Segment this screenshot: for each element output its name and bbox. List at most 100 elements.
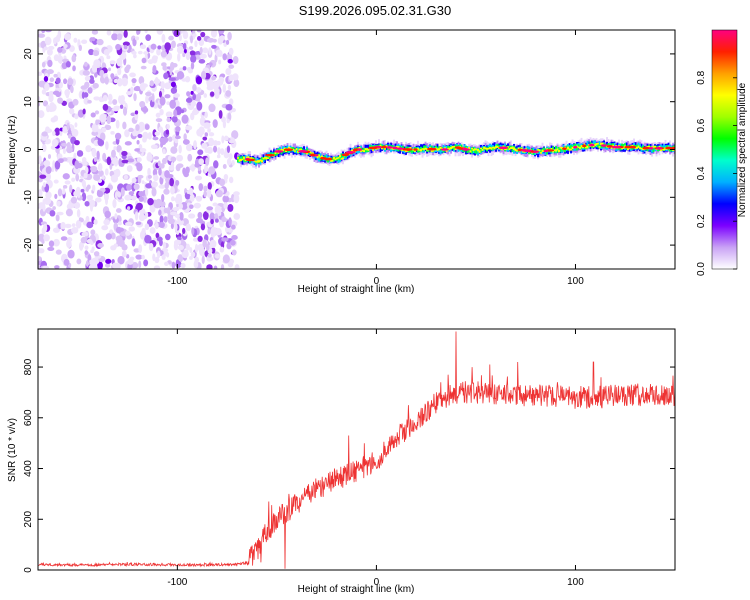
track-band xyxy=(411,149,413,153)
noise-blob xyxy=(117,227,125,232)
track-band xyxy=(630,146,632,151)
noise-blob xyxy=(152,65,157,74)
track-band xyxy=(430,145,433,150)
track-band xyxy=(430,149,433,152)
noise-blob xyxy=(175,126,181,133)
track-band xyxy=(438,146,440,151)
noise-blob xyxy=(151,93,155,103)
track-band xyxy=(286,145,289,151)
noise-blob xyxy=(202,47,209,54)
track-band xyxy=(445,145,448,150)
noise-blob xyxy=(88,48,95,56)
track-band xyxy=(385,145,388,148)
track-band xyxy=(612,144,614,148)
noise-blob xyxy=(44,82,50,92)
noise-blob xyxy=(120,94,125,102)
noise-blob xyxy=(114,168,121,178)
noise-blob xyxy=(156,236,163,242)
snr-x-label: Height of straight line (km) xyxy=(298,584,415,595)
noise-blob xyxy=(182,42,187,50)
track-band xyxy=(477,149,479,156)
noise-blob xyxy=(150,43,157,50)
track-band xyxy=(528,147,530,152)
noise-blob xyxy=(203,93,208,98)
track-band xyxy=(462,149,464,152)
noise-blob xyxy=(225,90,232,97)
noise-blob xyxy=(130,112,136,117)
noise-blob xyxy=(169,177,175,187)
noise-blob xyxy=(51,130,56,136)
noise-blob xyxy=(125,64,131,70)
noise-blob xyxy=(98,170,104,177)
noise-blob xyxy=(195,93,202,101)
track-band xyxy=(360,150,362,152)
track-band xyxy=(384,147,386,150)
noise-blob xyxy=(163,216,168,223)
noise-blob xyxy=(126,165,133,173)
track-band xyxy=(541,149,544,152)
noise-blob xyxy=(206,264,213,269)
track-band xyxy=(294,150,296,152)
track-band xyxy=(439,148,442,155)
noise-blob xyxy=(89,79,95,84)
noise-blob xyxy=(153,156,160,160)
noise-blob xyxy=(218,76,225,84)
track-band xyxy=(654,145,656,148)
track-band xyxy=(637,145,640,148)
track-band xyxy=(481,149,484,151)
noise-blob xyxy=(144,30,148,34)
track-band xyxy=(337,157,340,164)
snr-series-line xyxy=(38,331,675,569)
noise-blob xyxy=(43,234,48,242)
noise-blob xyxy=(234,264,240,269)
noise-blob xyxy=(209,239,217,249)
noise-blob xyxy=(41,30,46,34)
noise-blob xyxy=(51,138,59,148)
noise-blob xyxy=(115,119,120,129)
noise-blob xyxy=(185,125,193,131)
noise-blob xyxy=(71,226,79,234)
noise-blob xyxy=(186,91,191,97)
noise-blob xyxy=(153,174,159,182)
noise-blob xyxy=(91,30,99,35)
noise-blob xyxy=(228,176,234,184)
noise-blob xyxy=(122,41,130,47)
noise-blob xyxy=(65,208,73,217)
noise-blob xyxy=(165,111,173,118)
noise-blob xyxy=(46,48,53,56)
track-band xyxy=(447,145,449,150)
track-band xyxy=(454,144,457,148)
noise-blob xyxy=(203,190,207,198)
track-band xyxy=(471,147,473,150)
track-band xyxy=(262,154,265,161)
track-band xyxy=(439,146,442,149)
noise-blob xyxy=(104,76,109,85)
track-band xyxy=(484,146,487,153)
track-band xyxy=(553,149,556,154)
noise-blob xyxy=(169,211,178,216)
track-band xyxy=(496,145,499,148)
noise-blob xyxy=(190,100,197,107)
track-band xyxy=(366,148,368,151)
noise-blob xyxy=(116,57,123,67)
colorbar-label: Normalized spectral amplitude xyxy=(737,82,748,217)
colorbar: 0.0 0.2 0.4 0.6 0.8 Normalized spectral ampl… xyxy=(696,29,748,276)
track-band xyxy=(429,144,431,150)
noise-blob xyxy=(126,91,133,96)
track-band xyxy=(484,147,487,150)
track-band xyxy=(469,146,472,151)
noise-blob xyxy=(92,82,99,89)
noise-blob xyxy=(52,90,60,96)
noise-blob xyxy=(70,196,78,204)
noise-blob xyxy=(45,191,52,199)
noise-blob xyxy=(101,127,107,133)
track-band xyxy=(256,160,259,163)
noise-blob xyxy=(137,175,142,184)
track-band xyxy=(351,149,353,153)
track-band xyxy=(336,157,338,160)
noise-blob xyxy=(85,186,90,192)
track-band xyxy=(513,147,515,150)
noise-blob xyxy=(91,148,97,158)
noise-blob xyxy=(154,131,160,136)
noise-blob xyxy=(108,67,112,72)
